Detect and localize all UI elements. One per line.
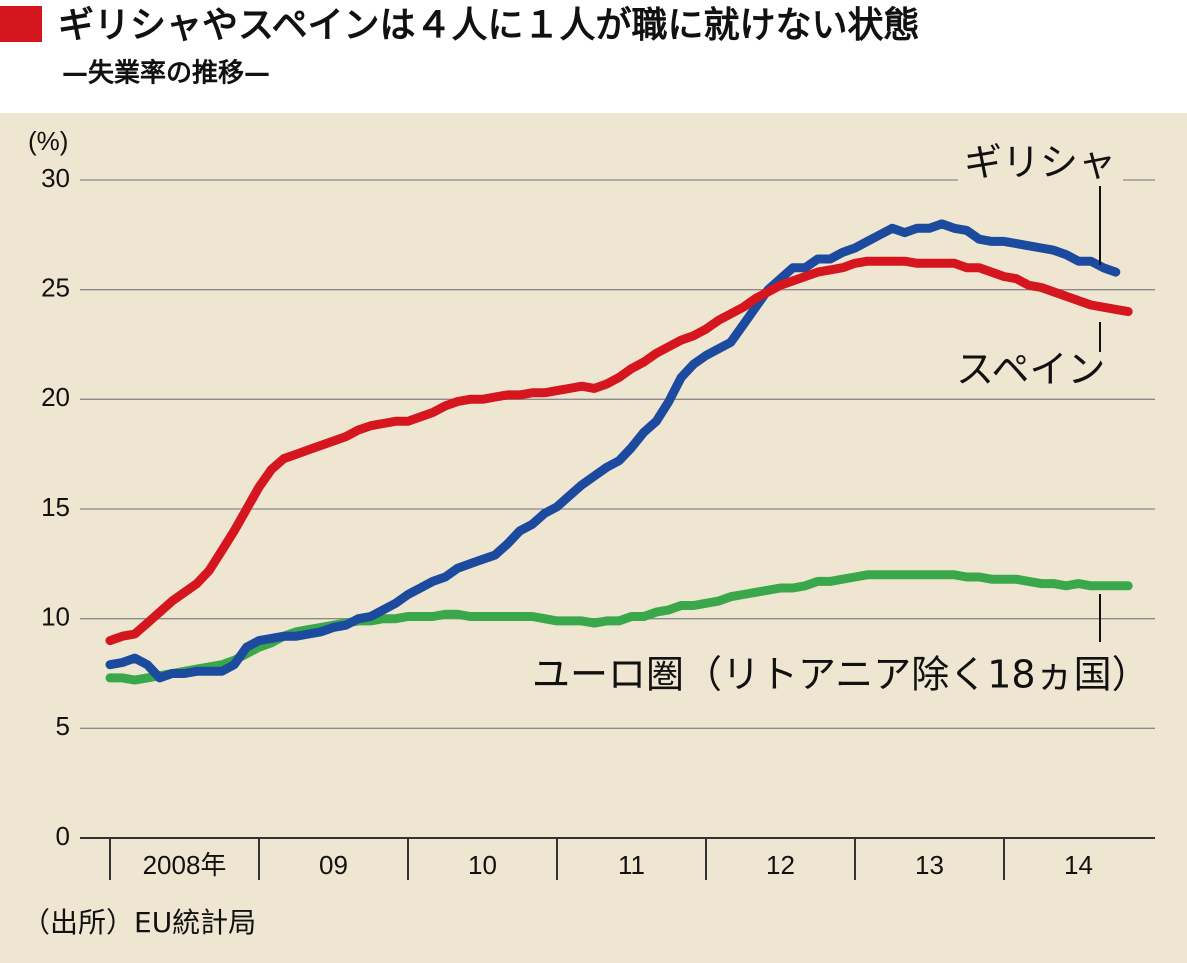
x-tick-label: 12 xyxy=(766,850,795,880)
plot-bg xyxy=(0,113,1187,963)
y-tick-label: 20 xyxy=(41,382,70,412)
y-tick-label: 30 xyxy=(41,163,70,193)
series-label: ギリシャ xyxy=(964,141,1116,185)
y-tick-label: 5 xyxy=(56,711,70,741)
x-tick-label: 10 xyxy=(468,850,497,880)
y-tick-label: 15 xyxy=(41,492,70,522)
x-tick-label: 13 xyxy=(915,850,944,880)
plot: 0 5 10 15 20 25 30 2008年 09 10 11 12 13 14 xyxy=(41,163,1155,880)
series-label: スペイン xyxy=(956,348,1105,392)
x-tick-label: 09 xyxy=(319,850,348,880)
x-tick-label: 14 xyxy=(1064,850,1093,880)
x-tick-label: 2008年 xyxy=(143,850,227,880)
x-tick-label: 11 xyxy=(618,850,645,880)
y-unit: (%) xyxy=(28,126,68,156)
title-marker xyxy=(0,6,42,42)
label-bg xyxy=(958,142,1123,186)
chart-title: ギリシャやスペインは４人に１人が職に就けない状態 xyxy=(58,5,919,46)
y-tick-label: 10 xyxy=(41,602,70,632)
series-label: ユーロ圏（リトアニア除く18ヵ国） xyxy=(532,653,1150,697)
header-bg xyxy=(0,0,1187,113)
y-tick-label: 0 xyxy=(56,821,70,851)
series-line xyxy=(105,256,1133,646)
chart-subtitle: —失業率の推移— xyxy=(62,58,270,89)
series-line xyxy=(105,219,1121,683)
source: （出所）EU統計局 xyxy=(22,906,256,939)
y-tick-label: 25 xyxy=(41,273,70,303)
